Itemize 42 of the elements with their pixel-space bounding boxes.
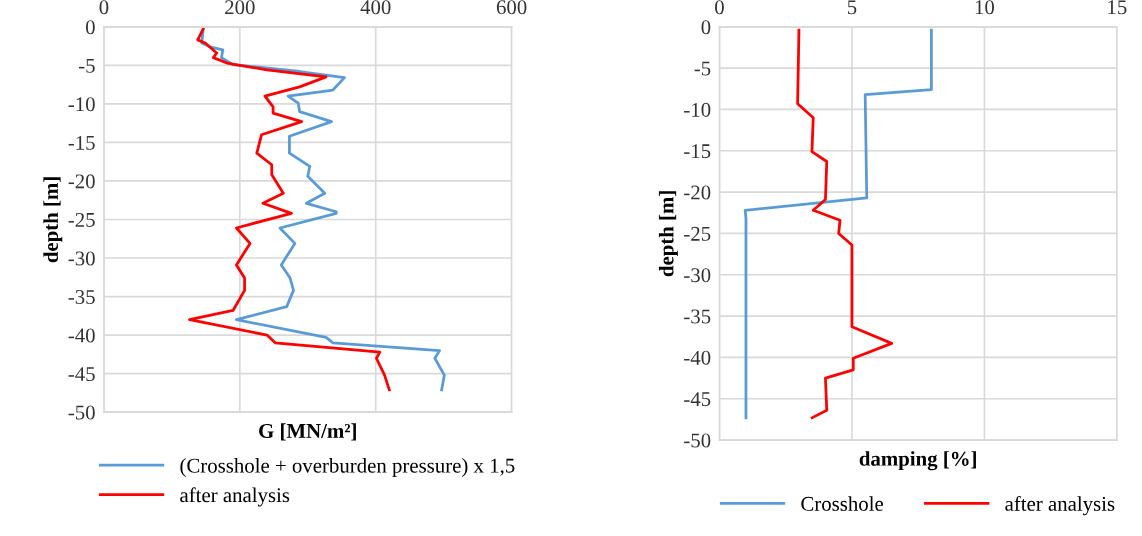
y-tick-label: -40: [68, 328, 95, 343]
x-tick-label: 0: [715, 0, 724, 15]
y-tick-label: -40: [684, 350, 711, 365]
legend-label: (Crosshole + overburden pressure) x 1,5: [180, 458, 515, 477]
legend-label: after analysis: [180, 487, 290, 507]
y-tick-label: -15: [684, 144, 711, 159]
y-tick-label: 0: [85, 20, 95, 35]
y-tick-label: -5: [79, 58, 95, 73]
y-tick-label: -45: [68, 367, 95, 382]
y-tick-label: -50: [684, 433, 711, 448]
x-tick-label: 15: [1108, 0, 1127, 15]
line-series: [200, 28, 446, 392]
legend-label: Crosshole: [801, 496, 884, 511]
y-tick-label: -10: [684, 102, 711, 117]
y-tick-label: -45: [684, 392, 711, 407]
y-tick-label: -5: [694, 61, 711, 76]
x-tick-label: 600: [496, 0, 527, 15]
y-tick-label: -25: [684, 226, 711, 241]
y-tick-label: -35: [684, 309, 711, 324]
x-tick-label: 5: [847, 0, 857, 15]
x-tick-label: 10: [975, 0, 995, 15]
y-tick-label: -10: [68, 97, 95, 112]
y-tick-label: -50: [68, 405, 95, 420]
y-tick-label: -30: [684, 268, 711, 283]
y-tick-label: -30: [68, 251, 95, 266]
x-tick-label: 400: [360, 0, 391, 15]
y-axis-title: depth [m]: [658, 191, 678, 277]
y-tick-label: -20: [684, 185, 711, 200]
x-axis-title: damping [%]: [859, 451, 976, 471]
x-axis-title: G [MN/m²]: [259, 423, 356, 441]
y-tick-label: -25: [68, 212, 95, 227]
y-tick-label: -15: [68, 135, 95, 150]
line-series: [188, 27, 391, 392]
y-tick-label: 0: [701, 20, 711, 35]
line-series: [743, 28, 933, 420]
y-axis-title: depth [m]: [43, 177, 63, 263]
line-series: [796, 28, 894, 420]
x-tick-label: 0: [99, 0, 109, 15]
y-tick-label: -35: [68, 290, 95, 304]
legend-label: after analysis: [1005, 496, 1115, 516]
y-tick-label: -20: [68, 174, 95, 189]
x-tick-label: 200: [225, 0, 255, 15]
